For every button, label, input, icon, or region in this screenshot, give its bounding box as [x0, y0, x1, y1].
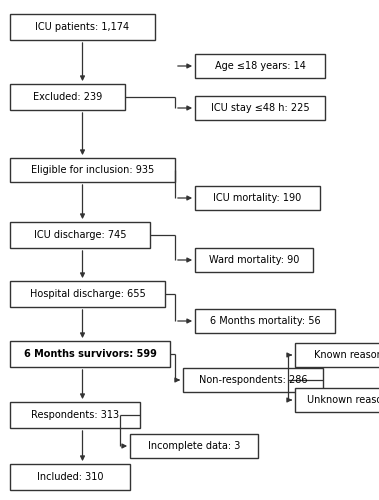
Text: ICU stay ≤48 h: 225: ICU stay ≤48 h: 225 [211, 103, 309, 113]
Text: ICU mortality: 190: ICU mortality: 190 [213, 193, 302, 203]
Bar [183, 368, 323, 392]
Text: Incomplete data: 3: Incomplete data: 3 [148, 441, 240, 451]
Bar [10, 402, 140, 428]
Text: Age ≤18 years: 14: Age ≤18 years: 14 [215, 61, 305, 71]
Text: Eligible for inclusion: 935: Eligible for inclusion: 935 [31, 165, 154, 175]
Text: Unknown reasons: 224: Unknown reasons: 224 [307, 395, 379, 405]
Bar [195, 96, 325, 120]
Bar [10, 14, 155, 40]
Bar [10, 222, 150, 248]
Bar [195, 309, 335, 333]
Bar [195, 54, 325, 78]
Text: Included: 310: Included: 310 [37, 472, 103, 482]
Text: 6 Months survivors: 599: 6 Months survivors: 599 [23, 349, 157, 359]
Bar [295, 388, 379, 412]
Text: Respondents: 313: Respondents: 313 [31, 410, 119, 420]
Bar [10, 158, 175, 182]
Text: Hospital discharge: 655: Hospital discharge: 655 [30, 289, 146, 299]
Bar [10, 281, 165, 307]
Text: Known reasons: 62: Known reasons: 62 [314, 350, 379, 360]
Text: 6 Months mortality: 56: 6 Months mortality: 56 [210, 316, 320, 326]
Text: ICU patients: 1,174: ICU patients: 1,174 [36, 22, 130, 32]
Bar [10, 84, 125, 110]
Text: Ward mortality: 90: Ward mortality: 90 [209, 255, 299, 265]
Bar [10, 464, 130, 490]
Text: ICU discharge: 745: ICU discharge: 745 [34, 230, 126, 240]
Bar [130, 434, 258, 458]
Bar [195, 248, 313, 272]
Text: Non-respondents: 286: Non-respondents: 286 [199, 375, 307, 385]
Bar [10, 341, 170, 367]
Bar [195, 186, 320, 210]
Bar [295, 343, 379, 367]
Text: Excluded: 239: Excluded: 239 [33, 92, 102, 102]
